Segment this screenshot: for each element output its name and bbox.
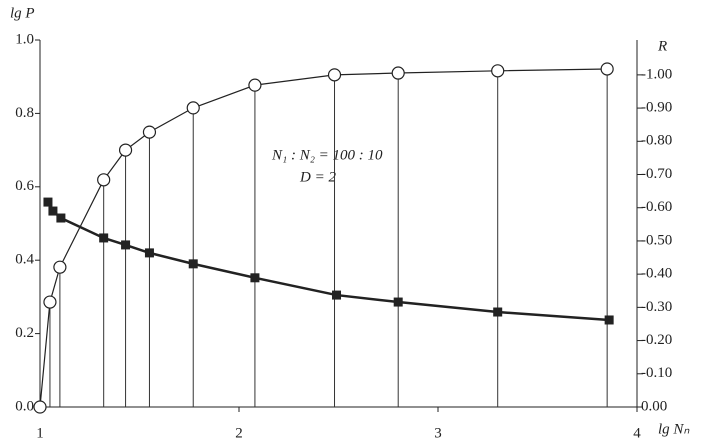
point [43, 295, 57, 309]
y2-tick-label: -0.90 [641, 100, 672, 116]
x-tick-label: 1 [36, 425, 44, 441]
point [188, 259, 198, 269]
point [248, 78, 262, 92]
y2-tick-label: -0.50 [641, 232, 672, 248]
y-tick-label: 0.6 [15, 178, 34, 194]
point [391, 66, 405, 80]
y-axis-label: lg P [10, 5, 35, 21]
annotation: D = 2 [299, 169, 336, 185]
point [600, 62, 614, 76]
point [332, 290, 342, 300]
y2-tick-label: -0.60 [641, 199, 672, 215]
y-tick-label: 1.0 [15, 31, 34, 47]
point [491, 64, 505, 78]
point [118, 143, 133, 157]
x-tick-label: 3 [434, 425, 442, 441]
y2-tick-label: -0.10 [641, 365, 672, 381]
point [393, 297, 403, 307]
point [142, 125, 157, 139]
point [144, 248, 154, 258]
y-tick-label: 0.8 [15, 105, 34, 121]
point [121, 240, 131, 250]
point [493, 307, 503, 317]
y2-tick-label: -0.70 [641, 166, 672, 182]
point [33, 400, 47, 414]
point [604, 315, 614, 325]
y2-tick-label: -1.00 [641, 66, 672, 82]
y2-tick-label: -0.40 [641, 266, 672, 282]
point [327, 68, 342, 82]
y-tick-label: 0.0 [15, 398, 34, 414]
y2-tick-label: -0.80 [641, 133, 672, 149]
y-tick-label: 0.2 [15, 325, 34, 341]
y2-axis-label: R [657, 38, 667, 54]
x-tick-label: 4 [633, 425, 641, 441]
y2-tick-label: -0.20 [641, 332, 672, 348]
point [186, 101, 200, 115]
x-tick-label: 2 [235, 425, 243, 441]
point [250, 273, 260, 283]
point [48, 206, 58, 216]
x-axis-label: lg Nₙ [658, 421, 690, 437]
y2-tick-label: 0.00 [641, 398, 667, 414]
point [99, 233, 109, 243]
annotation: N₁ : N₂ = 100 : 10 [271, 147, 383, 163]
y-tick-label: 0.4 [15, 252, 34, 268]
point [43, 197, 53, 207]
point [56, 213, 66, 223]
series-line [46, 201, 610, 322]
point [97, 173, 111, 187]
point [53, 260, 67, 274]
y2-tick-label: -0.30 [641, 299, 672, 315]
